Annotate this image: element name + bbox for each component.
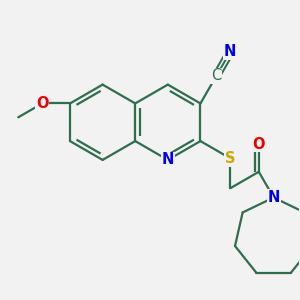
Text: C: C (211, 68, 221, 83)
Text: N: N (224, 44, 236, 59)
Text: N: N (162, 152, 174, 167)
Text: O: O (36, 96, 49, 111)
Text: S: S (225, 151, 236, 166)
Text: N: N (268, 190, 280, 205)
Text: O: O (253, 136, 265, 152)
